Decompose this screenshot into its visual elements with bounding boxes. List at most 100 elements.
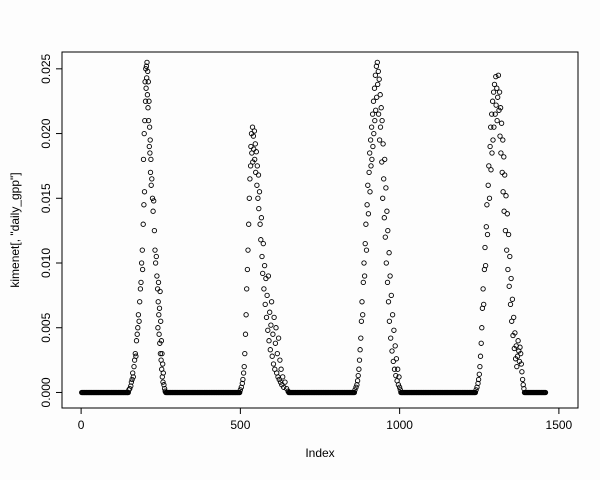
data-point-marker: [129, 376, 135, 383]
data-point-marker: [375, 81, 381, 88]
data-point-marker: [258, 237, 264, 243]
data-point-marker: [366, 169, 372, 176]
data-point-marker: [521, 385, 527, 392]
data-point-marker: [139, 266, 146, 273]
data-point-marker: [497, 133, 503, 139]
data-point-marker: [381, 176, 387, 182]
data-point-marker: [374, 59, 380, 66]
data-point-marker: [270, 361, 277, 367]
data-point-marker: [133, 353, 139, 359]
data-point-marker: [147, 150, 153, 156]
data-point-marker: [514, 353, 521, 359]
data-point-marker: [477, 363, 483, 370]
data-point-marker: [382, 156, 388, 163]
data-point-marker: [487, 143, 493, 150]
data-point-marker: [247, 163, 254, 169]
data-point-marker: [518, 361, 524, 367]
data-point-marker: [388, 292, 394, 299]
data-point-marker: [352, 387, 358, 393]
data-point-marker: [258, 215, 265, 221]
data-point-marker: [488, 167, 494, 173]
data-point-marker: [363, 221, 369, 227]
data-point-marker: [143, 63, 150, 69]
data-point-marker: [135, 325, 141, 331]
data-point-marker: [255, 195, 261, 201]
data-point-marker: [504, 211, 510, 217]
data-point-marker: [141, 202, 147, 208]
data-point-marker: [502, 172, 508, 178]
data-point-marker: [145, 79, 151, 85]
data-point-marker: [253, 149, 259, 155]
data-point-marker: [152, 247, 158, 253]
data-point-marker: [375, 111, 382, 117]
data-point-marker: [144, 59, 150, 66]
data-point-marker: [276, 376, 282, 383]
data-point-marker: [142, 117, 148, 124]
data-point-marker: [362, 240, 368, 247]
data-point-marker: [379, 117, 385, 124]
data-point-marker: [364, 202, 370, 208]
data-point-marker: [507, 301, 514, 308]
data-point-marker: [252, 156, 258, 163]
data-point-marker: [267, 347, 273, 353]
data-point-marker: [265, 273, 272, 279]
data-point-marker: [369, 111, 376, 117]
data-point-marker: [376, 76, 382, 82]
data-point-marker: [156, 305, 163, 311]
data-point-marker: [499, 169, 505, 176]
data-point-marker: [149, 176, 155, 182]
data-point-marker: [365, 211, 372, 217]
data-point-marker: [145, 117, 152, 124]
y-tick-label: 0.000: [39, 377, 53, 407]
data-point-marker: [396, 374, 402, 380]
data-point-marker: [146, 143, 152, 150]
data-point-marker: [478, 340, 484, 346]
data-point-marker: [504, 247, 510, 253]
data-point-marker: [483, 224, 489, 230]
data-point-marker: [128, 379, 135, 385]
data-point-marker: [275, 335, 282, 341]
data-point-marker: [139, 247, 145, 253]
data-point-marker: [397, 387, 403, 393]
data-point-marker: [259, 253, 265, 260]
data-point-marker: [127, 385, 133, 392]
data-point-marker: [490, 89, 497, 95]
data-point-marker: [491, 81, 498, 88]
data-point-marker: [268, 322, 274, 328]
data-point-marker: [507, 253, 513, 260]
data-point-marker: [158, 318, 164, 324]
data-point-marker: [494, 117, 500, 124]
data-point-marker: [388, 335, 394, 341]
data-point-marker: [486, 163, 492, 169]
data-point-marker: [140, 156, 147, 163]
data-point-marker: [237, 387, 244, 393]
data-point-marker: [277, 357, 283, 363]
data-point-marker: [282, 379, 288, 385]
data-point-marker: [237, 389, 243, 396]
data-point-marker: [154, 273, 160, 279]
data-point-marker: [240, 370, 247, 376]
data-point-marker: [382, 234, 388, 240]
data-point-marker: [479, 325, 485, 331]
data-point-marker: [386, 318, 393, 324]
data-point-marker: [514, 363, 520, 370]
data-point-marker: [368, 124, 375, 130]
data-point-marker: [251, 146, 257, 152]
y-tick-label: 0.005: [39, 312, 53, 342]
data-point-marker: [155, 325, 161, 331]
data-point-marker: [361, 260, 367, 266]
data-point-marker: [492, 111, 498, 117]
data-point-marker: [378, 105, 384, 111]
data-point-marker: [273, 325, 279, 331]
data-point-marker: [481, 301, 487, 308]
data-point-marker: [270, 331, 276, 337]
data-point-marker: [150, 208, 156, 214]
data-point-marker: [377, 124, 384, 130]
data-point-marker: [482, 244, 488, 251]
data-point-marker: [156, 312, 162, 318]
data-point-marker: [262, 301, 268, 308]
y-tick-label: 0.020: [39, 118, 53, 148]
data-point-marker: [240, 376, 246, 383]
data-point-marker: [509, 296, 516, 302]
